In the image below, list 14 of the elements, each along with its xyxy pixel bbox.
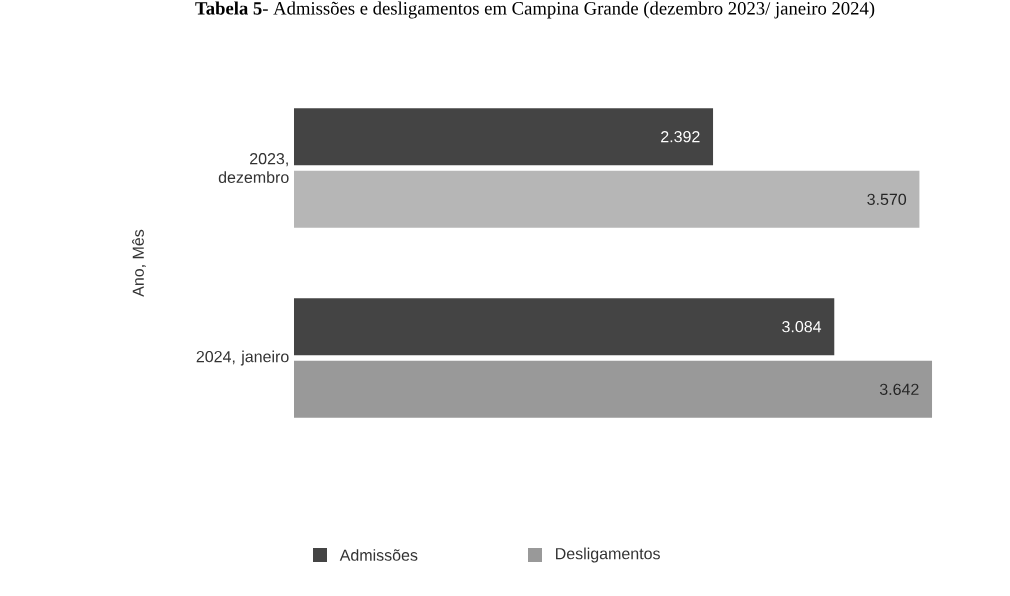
bar bbox=[294, 108, 714, 166]
legend-label: Desligamentos bbox=[556, 547, 660, 563]
chart-title: Tabela 5- Admissões e desligamentos em Campina Grande (dezembro 2023/ janeiro 2024) bbox=[195, 1, 875, 19]
bar bbox=[294, 360, 933, 418]
y-axis-title: Ano, Mês bbox=[132, 229, 146, 297]
bar bbox=[294, 170, 920, 228]
data-label: 3.570 bbox=[867, 193, 907, 206]
bar bbox=[294, 298, 835, 356]
y-tick-label: 2023, dezembro bbox=[218, 153, 289, 183]
y-tick-label: 2024, janeiro bbox=[196, 350, 289, 366]
data-label: 3.084 bbox=[782, 320, 822, 333]
data-label: 3.642 bbox=[879, 383, 919, 396]
legend-label: Admissões bbox=[339, 549, 418, 561]
data-label: 2.392 bbox=[661, 130, 700, 143]
